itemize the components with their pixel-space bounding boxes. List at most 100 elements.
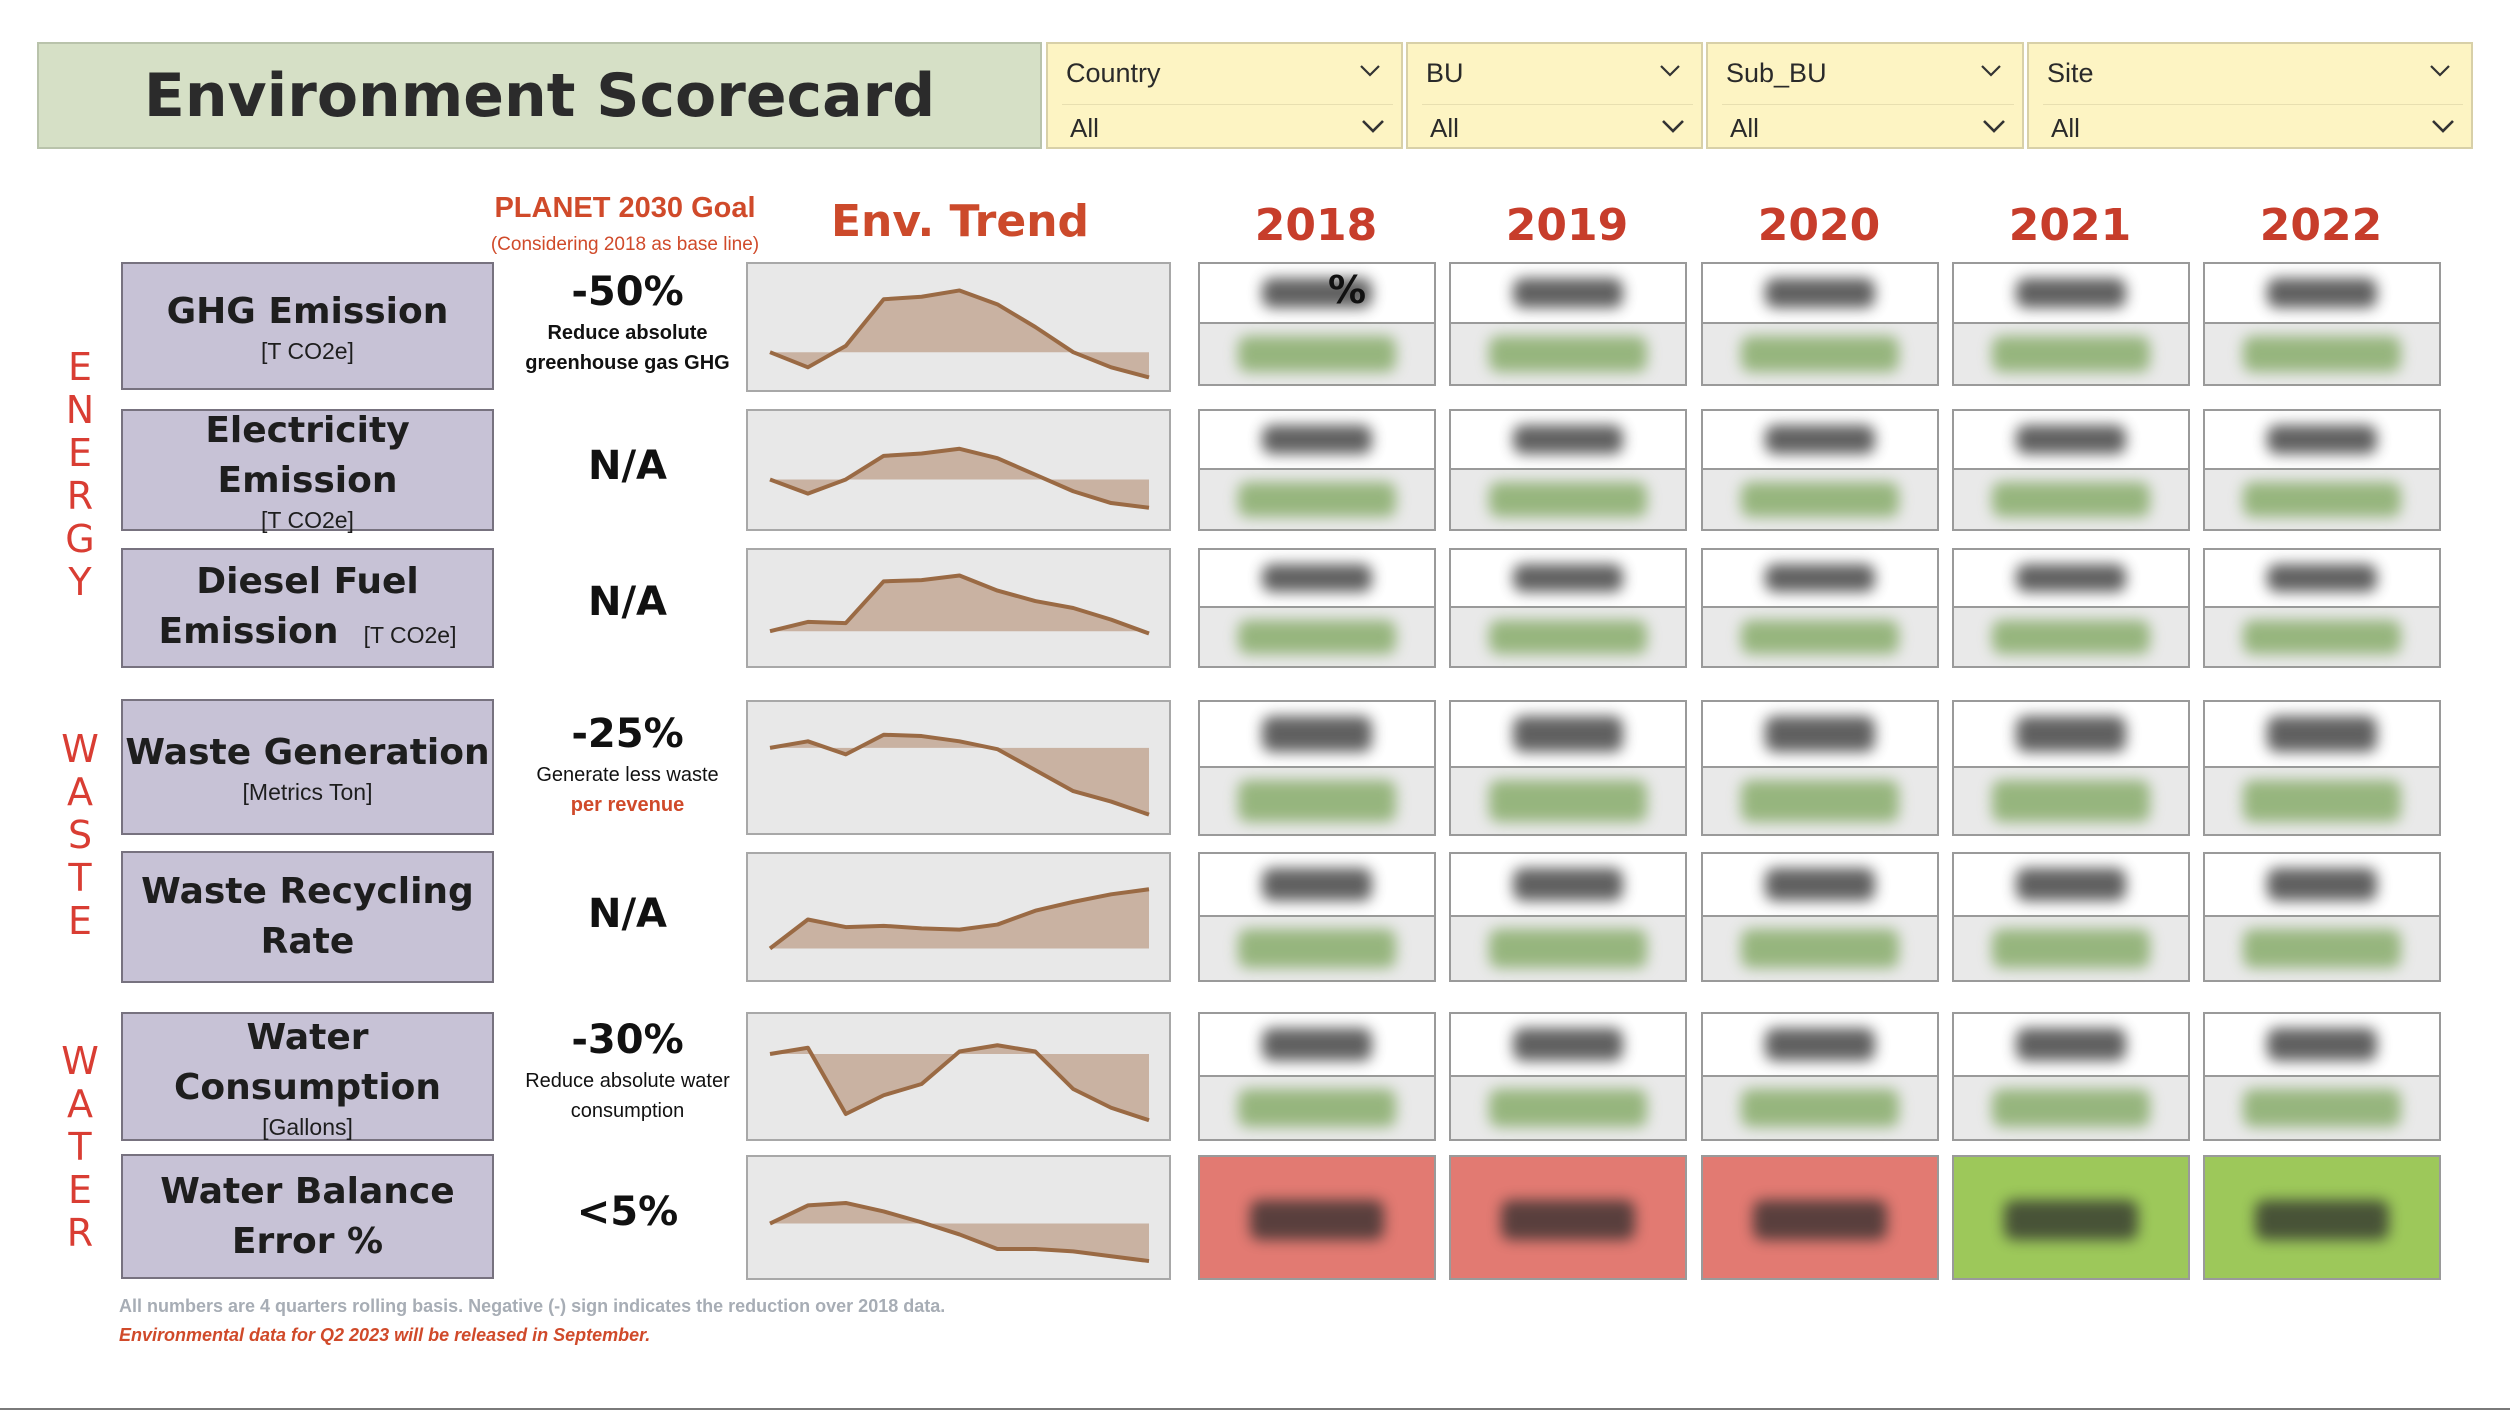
year-value-cell[interactable]	[1198, 1012, 1436, 1141]
year-header-2018: 2018	[1254, 200, 1378, 251]
year-value-cell[interactable]	[1952, 262, 2190, 386]
year-value-cell[interactable]	[2203, 1012, 2441, 1141]
redacted-value	[1513, 868, 1623, 901]
year-value-cell[interactable]	[1198, 409, 1436, 531]
chevron-down-icon[interactable]	[1980, 64, 2002, 78]
year-value-cell[interactable]	[1198, 548, 1436, 668]
goal-column-subtitle: (Considering 2018 as base line)	[490, 234, 760, 255]
redacted-change	[2243, 929, 2401, 968]
redacted-value	[1250, 1199, 1384, 1240]
metric-waste-generation: Waste Generation [Metrics Ton]	[121, 699, 494, 835]
year-value-cell[interactable]	[1701, 1012, 1939, 1141]
filter-value: All	[2051, 113, 2080, 143]
filter-select[interactable]: All	[1722, 104, 2014, 147]
trend-area	[770, 889, 1149, 949]
trend-sparkline	[768, 887, 1150, 951]
redacted-change	[1238, 1088, 1396, 1127]
year-value-cell[interactable]	[1449, 548, 1687, 668]
year-value-cell[interactable]	[1449, 700, 1687, 836]
trend-chart-ghg	[746, 262, 1171, 392]
year-value-cell[interactable]	[1952, 548, 2190, 668]
redacted-value	[1513, 1028, 1623, 1061]
chevron-down-icon[interactable]	[1659, 64, 1681, 78]
filter-country[interactable]: Country All	[1046, 42, 1403, 149]
year-value-cell[interactable]	[1952, 700, 2190, 836]
goal-water-consumption: -30% Reduce absolute water consumption	[525, 1017, 730, 1122]
year-value-cell[interactable]	[1449, 1012, 1687, 1141]
redacted-value	[1513, 716, 1623, 752]
year-value-cell[interactable]	[1701, 409, 1939, 531]
year-value-cell[interactable]	[1449, 1155, 1687, 1280]
trend-column-title: Env. Trend	[830, 196, 1090, 247]
year-value-cell[interactable]	[1701, 548, 1939, 668]
redacted-change	[1992, 780, 2150, 822]
filter-label: Sub_BU	[1726, 58, 1827, 88]
filter-sub-bu[interactable]: Sub_BU All	[1706, 42, 2024, 149]
year-header-2021: 2021	[2008, 200, 2132, 251]
trend-sparkline	[769, 1043, 1150, 1123]
year-value-cell[interactable]	[1952, 1012, 2190, 1141]
redacted-change	[2243, 620, 2401, 654]
redacted-value	[1765, 278, 1875, 308]
chevron-down-icon[interactable]	[1982, 119, 2005, 133]
redacted-value	[1262, 868, 1372, 901]
metric-water-consumption: Water Consumption [Gallons]	[121, 1012, 494, 1141]
year-value-cell[interactable]	[2203, 852, 2441, 982]
redacted-change	[2243, 336, 2401, 372]
year-value-cell[interactable]	[1952, 409, 2190, 531]
redacted-value	[1262, 564, 1372, 592]
year-value-cell[interactable]	[2203, 1155, 2441, 1280]
year-value-cell[interactable]	[1198, 1155, 1436, 1280]
filter-value: All	[1430, 113, 1459, 143]
divider	[0, 1408, 2510, 1410]
year-value-cell[interactable]: %	[1198, 262, 1436, 386]
chevron-down-icon[interactable]	[2429, 64, 2451, 78]
filter-site[interactable]: Site All	[2027, 42, 2473, 149]
goal-column-title: PLANET 2030 Goal	[494, 192, 756, 224]
category-waste: W A S T E	[61, 727, 99, 943]
chevron-down-icon[interactable]	[1661, 119, 1684, 133]
chevron-down-icon[interactable]	[1361, 119, 1384, 133]
year-value-cell[interactable]	[1449, 852, 1687, 982]
redacted-value	[1262, 425, 1372, 454]
year-value-cell[interactable]	[1198, 700, 1436, 836]
year-value-cell[interactable]	[2203, 548, 2441, 668]
redacted-value	[1765, 868, 1875, 901]
filter-select[interactable]: All	[1062, 104, 1393, 147]
year-value-cell[interactable]	[1701, 700, 1939, 836]
trend-chart-water-balance	[746, 1155, 1171, 1280]
redacted-change	[1741, 780, 1899, 822]
trend-line	[769, 732, 1150, 817]
redacted-change	[1489, 929, 1647, 968]
year-value-cell[interactable]	[2203, 262, 2441, 386]
year-value-cell[interactable]	[1198, 852, 1436, 982]
filter-bu[interactable]: BU All	[1406, 42, 1703, 149]
redacted-change	[1992, 482, 2150, 517]
chevron-down-icon[interactable]	[1359, 64, 1381, 78]
trend-sparkline	[769, 1200, 1150, 1264]
trend-area	[770, 734, 1149, 815]
redacted-value	[1262, 716, 1372, 752]
year-value-cell[interactable]	[1952, 1155, 2190, 1280]
dashboard-title: Environment Scorecard	[37, 42, 1042, 149]
chevron-down-icon[interactable]	[2431, 119, 2454, 133]
year-value-cell[interactable]	[1952, 852, 2190, 982]
trend-chart-diesel	[746, 548, 1171, 668]
redacted-value	[2016, 868, 2126, 901]
year-value-cell[interactable]	[1701, 852, 1939, 982]
trend-sparkline	[769, 446, 1150, 510]
year-value-cell[interactable]	[1449, 409, 1687, 531]
filter-select[interactable]: All	[1422, 104, 1693, 147]
goal-diesel: N/A	[587, 579, 668, 625]
year-value-cell[interactable]	[1701, 1155, 1939, 1280]
redacted-value	[2004, 1199, 2138, 1240]
year-value-cell[interactable]	[2203, 700, 2441, 836]
year-value-cell[interactable]	[1449, 262, 1687, 386]
year-value-cell[interactable]	[2203, 409, 2441, 531]
redacted-value	[2267, 1028, 2377, 1061]
redacted-change	[1238, 482, 1396, 517]
redacted-value	[1513, 278, 1623, 308]
filter-label: Site	[2047, 58, 2094, 88]
filter-select[interactable]: All	[2043, 104, 2463, 147]
year-value-cell[interactable]	[1701, 262, 1939, 386]
